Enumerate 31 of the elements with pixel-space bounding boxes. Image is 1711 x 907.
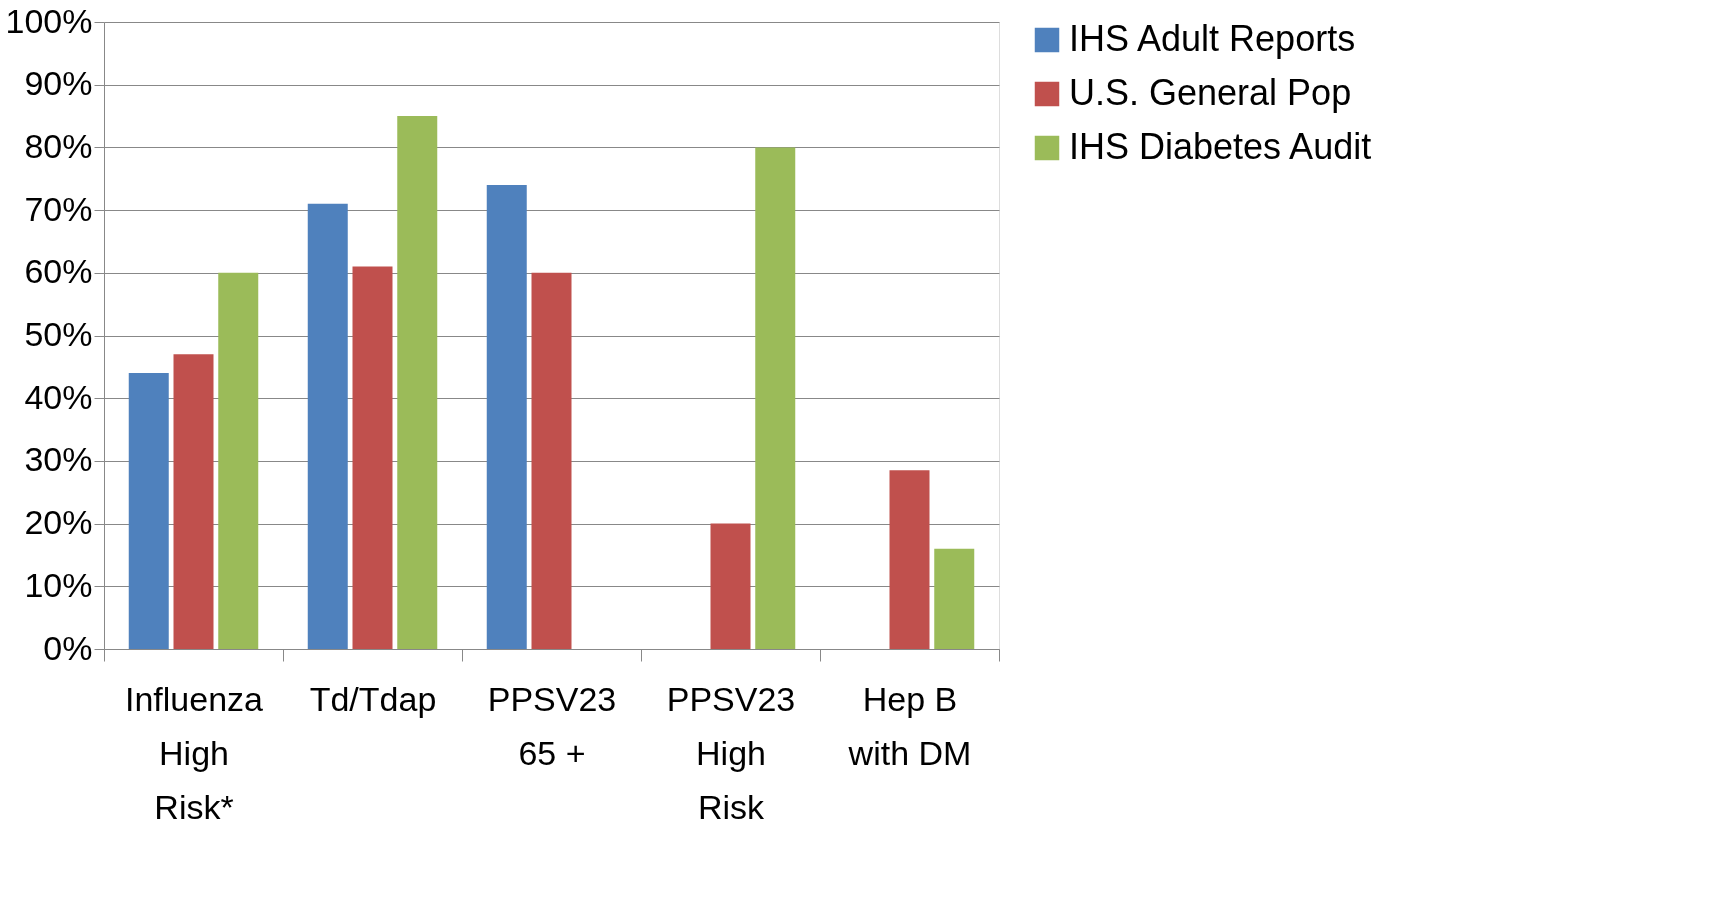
legend-label: IHS Adult Reports — [1069, 18, 1356, 59]
bar — [397, 116, 438, 649]
bar — [218, 272, 259, 649]
y-tick-label: 10% — [24, 565, 93, 604]
y-tick-label: 100% — [5, 1, 93, 40]
bar — [352, 266, 393, 649]
y-tick-label: 60% — [24, 252, 93, 291]
x-tick-label: Influenza High Risk* — [125, 679, 264, 826]
bar — [307, 203, 348, 649]
y-tick-label: 0% — [43, 628, 93, 667]
y-tick-label: 80% — [24, 126, 93, 165]
legend-label: U.S. General Pop — [1069, 72, 1352, 113]
bar — [755, 147, 796, 649]
x-tick-label: PPSV23 High Risk — [666, 679, 796, 826]
bar — [486, 185, 527, 649]
x-tick-label: Hep B with DM — [847, 679, 972, 772]
x-tick-label: PPSV23 65 + — [487, 679, 617, 772]
bar — [934, 548, 975, 649]
y-tick-label: 50% — [24, 315, 93, 353]
y-tick-label: 90% — [24, 64, 93, 103]
y-tick-label: 40% — [24, 377, 93, 416]
x-tick-label: Td/Tdap — [309, 679, 437, 718]
bar — [710, 523, 751, 649]
legend-label: IHS Diabetes Audit — [1069, 126, 1372, 167]
y-tick-label: 20% — [24, 503, 93, 542]
y-tick-label: 30% — [24, 440, 93, 479]
y-tick-label: 70% — [24, 189, 93, 228]
bar — [889, 470, 930, 649]
bar — [128, 373, 169, 649]
bar — [173, 354, 214, 649]
bar — [531, 272, 572, 649]
